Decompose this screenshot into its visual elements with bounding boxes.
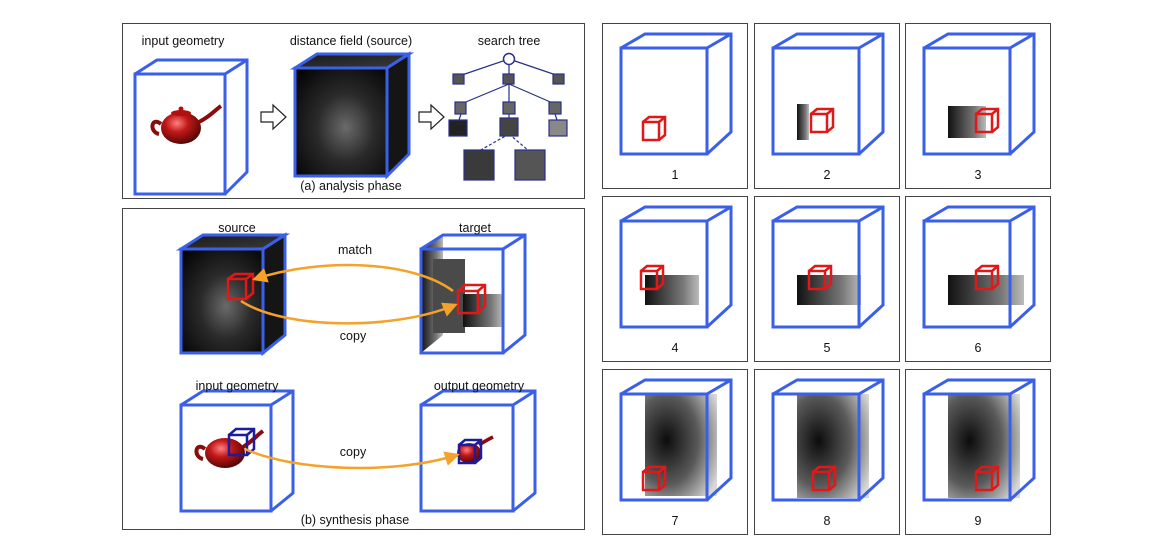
step-number: 9 (974, 514, 982, 528)
synthesized-region (797, 394, 869, 498)
synthesized-region (645, 394, 717, 496)
step-diagram (771, 205, 885, 329)
synthesis-phase-panel: source target match copy input geometry … (122, 208, 585, 530)
step-number: 6 (974, 341, 982, 355)
step-number: 3 (974, 168, 982, 182)
wireframe-cube (619, 205, 733, 329)
step-cell-7: 7 (602, 369, 748, 535)
input-geometry-label-b: input geometry (195, 379, 279, 393)
step-cell-8: 8 (754, 369, 900, 535)
step-cell-9: 9 (905, 369, 1051, 535)
step-cell-5: 5 (754, 196, 900, 362)
right-arrow-icon (418, 103, 445, 131)
copy-label-top: copy (339, 329, 367, 343)
source-label: source (218, 221, 256, 235)
step-cell-2: 2 (754, 23, 900, 189)
input-geometry-cube (133, 58, 249, 196)
wireframe-cube (922, 378, 1036, 502)
target-cube (419, 233, 527, 355)
step-number: 1 (671, 168, 679, 182)
search-tree-diagram (448, 52, 568, 181)
current-patch (974, 264, 1000, 291)
step-cell-4: 4 (602, 196, 748, 362)
distance-field-label: distance field (source) (289, 34, 413, 48)
input-geometry-label: input geometry (141, 34, 225, 48)
wireframe-cube (771, 205, 885, 329)
step-diagram (619, 378, 733, 502)
wireframe-cube (619, 32, 733, 156)
step-number: 5 (823, 341, 831, 355)
step-diagram (922, 32, 1036, 156)
step-number: 4 (671, 341, 679, 355)
copy-label-bottom: copy (339, 445, 367, 459)
synthesized-region (797, 275, 861, 305)
step-diagram (771, 32, 885, 156)
output-geometry-label: output geometry (433, 379, 525, 393)
output-geometry-cube (419, 389, 537, 513)
teapot-icon (150, 104, 223, 144)
source-cube (175, 232, 291, 357)
step-diagram (922, 205, 1036, 329)
step-cell-1: 1 (602, 23, 748, 189)
step-number: 8 (823, 514, 831, 528)
wireframe-cube (922, 205, 1036, 329)
synthesized-region (948, 394, 1020, 498)
wireframe-cube (771, 378, 885, 502)
step-diagram (922, 378, 1036, 502)
distance-field-cube (289, 51, 415, 180)
current-patch (811, 465, 837, 492)
copy-arrow-bottom (244, 447, 460, 470)
current-patch (639, 264, 665, 291)
step-cell-6: 6 (905, 196, 1051, 362)
wireframe-cube (922, 32, 1036, 156)
synthesis-phase-caption: (b) synthesis phase (300, 513, 410, 527)
search-tree-label: search tree (477, 34, 541, 48)
analysis-phase-caption: (a) analysis phase (300, 179, 402, 193)
current-patch (807, 264, 833, 291)
wireframe-cube (619, 378, 733, 502)
copy-arrow-top (240, 299, 458, 325)
current-patch (974, 107, 1000, 134)
synthesized-region (797, 104, 809, 140)
wireframe-cube (771, 32, 885, 156)
current-patch (809, 107, 835, 134)
current-patch (641, 465, 667, 492)
step-number: 7 (671, 514, 679, 528)
output-patch (457, 438, 483, 465)
analysis-diagram (133, 51, 568, 196)
step-number: 2 (823, 168, 831, 182)
step-diagram (619, 32, 733, 156)
right-arrow-icon (260, 103, 287, 131)
current-patch (974, 465, 1000, 492)
match-label: match (337, 243, 373, 257)
target-patch (456, 283, 487, 315)
target-label: target (459, 221, 491, 235)
step-cell-3: 3 (905, 23, 1051, 189)
step-diagram (619, 205, 733, 329)
step-diagram (771, 378, 885, 502)
synthesis-diagram (175, 232, 537, 513)
analysis-phase-panel: input geometry distance field (source) s… (122, 23, 585, 199)
match-arrow (252, 263, 454, 293)
current-patch (641, 115, 667, 142)
